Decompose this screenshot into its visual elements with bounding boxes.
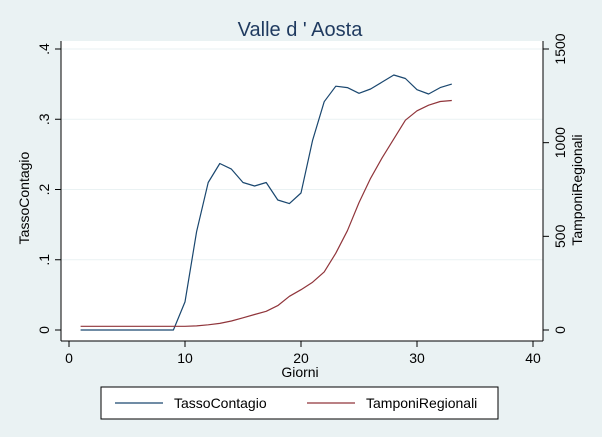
- legend-label-tamponiregionali: TamponiRegionali: [366, 395, 477, 411]
- x-axis-label: Giorni: [281, 364, 318, 380]
- chart-title: Valle d ' Aosta: [238, 19, 364, 41]
- y-axis-right-label: TamponiRegionali: [569, 134, 585, 245]
- y-right-tick-label: 1500: [552, 33, 568, 64]
- series-lines: [80, 74, 452, 331]
- x-tick-label: 10: [177, 350, 193, 366]
- x-tick-label: 20: [293, 350, 309, 366]
- x-tick-label: 40: [525, 350, 541, 366]
- legend: TassoContagio TamponiRegionali: [100, 386, 499, 420]
- y-left-tick-label: .2: [36, 183, 52, 195]
- y-right-tick-label: 0: [552, 326, 568, 334]
- series-line-tassocontagio: [80, 74, 452, 331]
- y-left-tick-label: .1: [36, 254, 52, 266]
- y-left-tick-label: .3: [36, 113, 52, 125]
- axes: 0 10 20 30 40 0 .1 .2 .3 .4 0 500 1000 1500: [36, 33, 568, 366]
- y-left-tick-label: 0: [36, 326, 52, 334]
- y-right-tick-label: 1000: [552, 127, 568, 158]
- x-tick-label: 0: [65, 350, 73, 366]
- legend-label-tassocontagio: TassoContagio: [174, 395, 267, 411]
- legend-box: [100, 386, 499, 420]
- y-left-tick-label: .4: [36, 43, 52, 55]
- x-tick-label: 30: [409, 350, 425, 366]
- series-line-tamponiregionali: [80, 99, 452, 327]
- y-right-tick-label: 500: [552, 224, 568, 248]
- y-axis-left-label: TassoContagio: [16, 151, 32, 244]
